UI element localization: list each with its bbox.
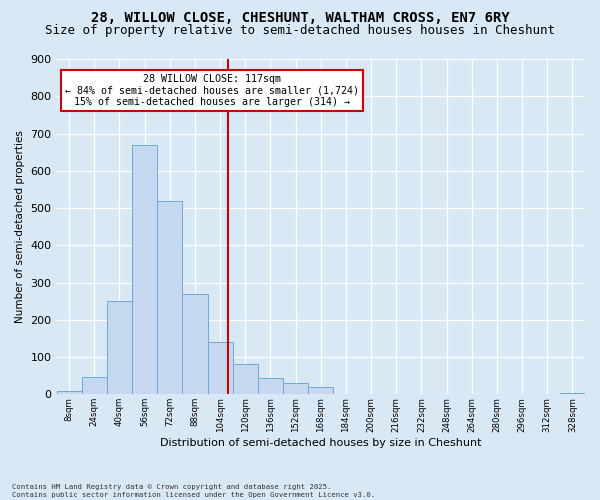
Y-axis label: Number of semi-detached properties: Number of semi-detached properties xyxy=(15,130,25,323)
Bar xyxy=(283,383,308,394)
Bar xyxy=(157,200,182,394)
Bar xyxy=(560,393,585,394)
Bar xyxy=(132,144,157,394)
Text: Contains HM Land Registry data © Crown copyright and database right 2025.
Contai: Contains HM Land Registry data © Crown c… xyxy=(12,484,375,498)
Text: 28 WILLOW CLOSE: 117sqm
← 84% of semi-detached houses are smaller (1,724)
15% of: 28 WILLOW CLOSE: 117sqm ← 84% of semi-de… xyxy=(65,74,359,108)
Bar xyxy=(182,294,208,394)
Bar xyxy=(56,390,82,394)
Bar xyxy=(308,387,334,394)
Text: 28, WILLOW CLOSE, CHESHUNT, WALTHAM CROSS, EN7 6RY: 28, WILLOW CLOSE, CHESHUNT, WALTHAM CROS… xyxy=(91,11,509,25)
Bar xyxy=(233,364,258,394)
Text: Size of property relative to semi-detached houses houses in Cheshunt: Size of property relative to semi-detach… xyxy=(45,24,555,37)
Bar xyxy=(82,377,107,394)
Bar xyxy=(258,378,283,394)
Bar xyxy=(208,342,233,394)
Bar xyxy=(107,301,132,394)
X-axis label: Distribution of semi-detached houses by size in Cheshunt: Distribution of semi-detached houses by … xyxy=(160,438,482,448)
